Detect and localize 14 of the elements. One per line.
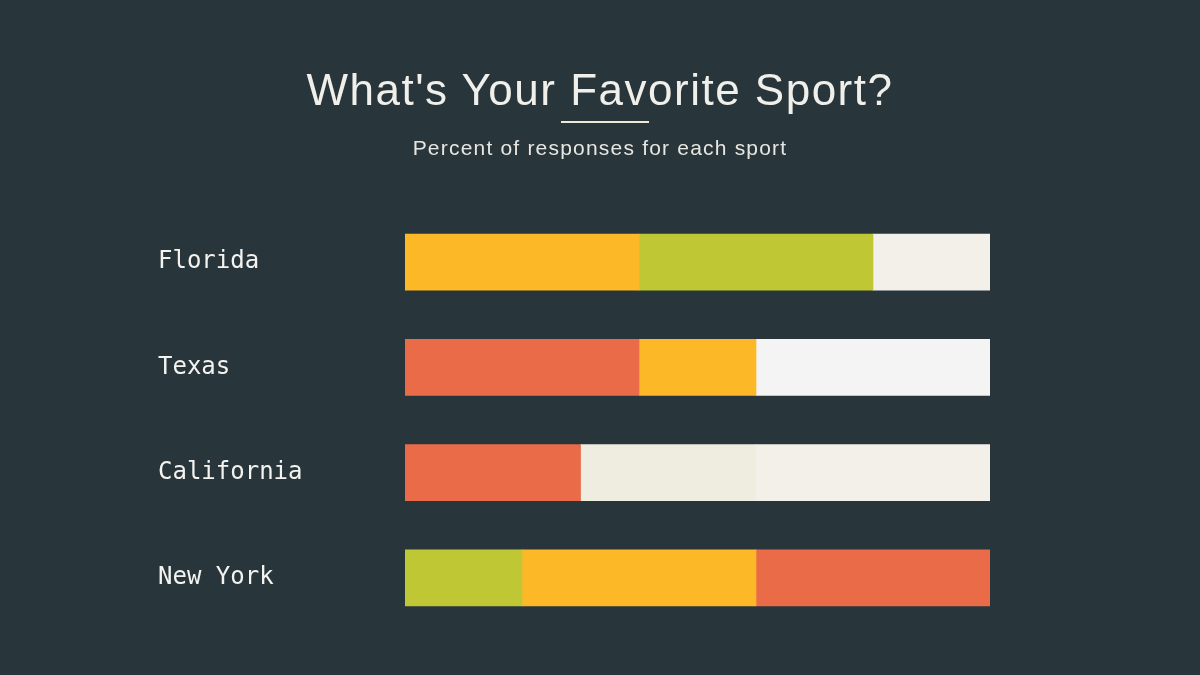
chart-title: What's Your Favorite Sport? bbox=[305, 64, 895, 116]
bar bbox=[405, 549, 523, 607]
y-tick-label: New York bbox=[158, 562, 275, 591]
y-tick-label: California bbox=[158, 456, 303, 485]
bar bbox=[872, 233, 990, 291]
bar bbox=[638, 339, 757, 396]
y-tick-label: Texas bbox=[158, 351, 231, 380]
bar bbox=[755, 339, 990, 396]
bar bbox=[405, 444, 581, 501]
chart-subtitle: Percent of responses for each sport bbox=[411, 135, 789, 161]
bar bbox=[521, 549, 757, 607]
y-tick-label: Florida bbox=[158, 246, 260, 275]
bar bbox=[405, 339, 640, 396]
bar bbox=[638, 233, 874, 291]
